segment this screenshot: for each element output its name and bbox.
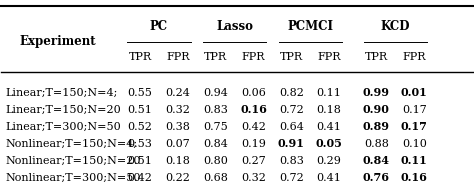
Text: 0.42: 0.42: [241, 122, 266, 132]
Text: 0.99: 0.99: [363, 87, 390, 98]
Text: KCD: KCD: [381, 20, 410, 33]
Text: 0.41: 0.41: [317, 122, 342, 132]
Text: 0.11: 0.11: [401, 155, 428, 167]
Text: 0.18: 0.18: [317, 105, 342, 115]
Text: 0.27: 0.27: [241, 156, 266, 166]
Text: 0.64: 0.64: [279, 122, 304, 132]
Text: Nonlinear;T=300;N=50: Nonlinear;T=300;N=50: [5, 173, 141, 183]
Text: 0.75: 0.75: [203, 122, 228, 132]
Text: 0.18: 0.18: [165, 156, 191, 166]
Text: Nonlinear;T=150;N=20: Nonlinear;T=150;N=20: [5, 156, 141, 166]
Text: 0.84: 0.84: [363, 155, 390, 167]
Text: 0.53: 0.53: [128, 139, 153, 149]
Text: 0.10: 0.10: [402, 139, 427, 149]
Text: Linear;T=300;N=50: Linear;T=300;N=50: [5, 122, 121, 132]
Text: PC: PC: [150, 20, 168, 33]
Text: 0.51: 0.51: [128, 105, 153, 115]
Text: 0.07: 0.07: [165, 139, 190, 149]
Text: 0.32: 0.32: [241, 173, 266, 183]
Text: 0.72: 0.72: [279, 173, 304, 183]
Text: 0.16: 0.16: [240, 104, 267, 115]
Text: 0.17: 0.17: [402, 105, 427, 115]
Text: 0.17: 0.17: [401, 121, 428, 132]
Text: Linear;T=150;N=20: Linear;T=150;N=20: [5, 105, 121, 115]
Text: 0.88: 0.88: [364, 139, 389, 149]
Text: 0.01: 0.01: [401, 87, 428, 98]
Text: 0.55: 0.55: [128, 88, 153, 98]
Text: 0.76: 0.76: [363, 173, 390, 183]
Text: Experiment: Experiment: [19, 35, 96, 48]
Text: 0.91: 0.91: [278, 138, 305, 149]
Text: FPR: FPR: [318, 52, 341, 62]
Text: PCMCI: PCMCI: [287, 20, 333, 33]
Text: 0.38: 0.38: [165, 122, 191, 132]
Text: 0.32: 0.32: [165, 105, 191, 115]
Text: 0.68: 0.68: [203, 173, 228, 183]
Text: 0.41: 0.41: [317, 173, 342, 183]
Text: 0.11: 0.11: [317, 88, 342, 98]
Text: 0.52: 0.52: [128, 122, 153, 132]
Text: TPR: TPR: [365, 52, 388, 62]
Text: Linear;T=150;N=4;: Linear;T=150;N=4;: [5, 88, 118, 98]
Text: FPR: FPR: [166, 52, 190, 62]
Text: TPR: TPR: [280, 52, 303, 62]
Text: TPR: TPR: [204, 52, 228, 62]
Text: 0.05: 0.05: [316, 138, 343, 149]
Text: FPR: FPR: [402, 52, 426, 62]
Text: 0.51: 0.51: [128, 156, 153, 166]
Text: TPR: TPR: [128, 52, 152, 62]
Text: 0.19: 0.19: [241, 139, 266, 149]
Text: FPR: FPR: [242, 52, 265, 62]
Text: 0.42: 0.42: [128, 173, 153, 183]
Text: 0.83: 0.83: [203, 105, 228, 115]
Text: 0.83: 0.83: [279, 156, 304, 166]
Text: 0.89: 0.89: [363, 121, 390, 132]
Text: 0.16: 0.16: [401, 173, 428, 183]
Text: 0.72: 0.72: [279, 105, 304, 115]
Text: 0.06: 0.06: [241, 88, 266, 98]
Text: 0.24: 0.24: [165, 88, 191, 98]
Text: 0.80: 0.80: [203, 156, 228, 166]
Text: Nonlinear;T=150;N=4;: Nonlinear;T=150;N=4;: [5, 139, 137, 149]
Text: 0.82: 0.82: [279, 88, 304, 98]
Text: 0.90: 0.90: [363, 104, 390, 115]
Text: 0.94: 0.94: [203, 88, 228, 98]
Text: 0.22: 0.22: [165, 173, 191, 183]
Text: Lasso: Lasso: [216, 20, 253, 33]
Text: 0.29: 0.29: [317, 156, 342, 166]
Text: 0.84: 0.84: [203, 139, 228, 149]
